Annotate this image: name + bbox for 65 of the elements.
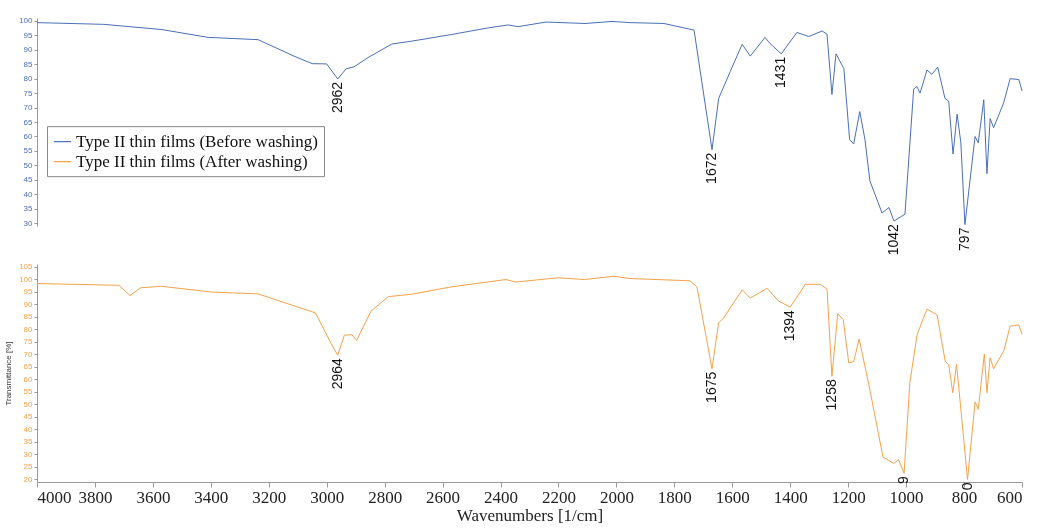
y-tick-label: 95 xyxy=(23,30,34,40)
y-tick-label: 35 xyxy=(23,437,34,447)
y-tick-label: 70 xyxy=(23,349,34,359)
y-tick-label: 80 xyxy=(23,74,34,84)
annotation: 2962 xyxy=(328,81,345,114)
x-tick-label: 4000 xyxy=(37,487,72,507)
x-tick-label: 1200 xyxy=(831,487,866,507)
legend-label: Type II thin films (Before washing) xyxy=(76,131,318,151)
y-tick-label: 70 xyxy=(23,103,34,113)
y-tick-label: 90 xyxy=(23,299,34,309)
y-axis-title: Transmittance [%] xyxy=(4,341,14,406)
y-tick-label: 90 xyxy=(23,45,34,55)
x-tick-label: 1800 xyxy=(657,487,692,507)
y-tick-label: 30 xyxy=(23,218,34,228)
annotation: 1258 xyxy=(822,379,839,411)
y-tick-label: 75 xyxy=(23,88,34,98)
y-tick-label: 65 xyxy=(23,362,34,372)
annotation: 1672 xyxy=(703,152,720,184)
y-tick-label: 60 xyxy=(23,131,34,141)
annotation: 9 xyxy=(895,476,912,485)
annotation: 1675 xyxy=(703,371,720,403)
x-tick-label: 3200 xyxy=(252,487,287,507)
annotation: 1431 xyxy=(772,56,789,88)
y-tick-label: 25 xyxy=(23,462,34,472)
x-tick-label: 600 xyxy=(997,487,1023,507)
x-tick-label: 1000 xyxy=(889,487,924,507)
x-tick-label: 3600 xyxy=(136,487,171,507)
y-tick-label: 100 xyxy=(19,16,34,26)
y-tick-label: 75 xyxy=(23,337,34,347)
annotation: 2964 xyxy=(328,358,345,390)
x-tick-label: 2600 xyxy=(426,487,461,507)
y-tick-label: 40 xyxy=(23,189,34,199)
y-tick-label: 60 xyxy=(23,374,34,384)
y-tick-label: 30 xyxy=(23,449,34,459)
y-tick-label: 45 xyxy=(23,175,34,185)
x-tick-label: 2800 xyxy=(368,487,403,507)
y-tick-label: 55 xyxy=(23,387,34,397)
x-tick-label: 1400 xyxy=(773,487,808,507)
x-tick-label: 2400 xyxy=(484,487,519,507)
legend-label: Type II thin films (After washing) xyxy=(76,151,308,171)
y-tick-label: 65 xyxy=(23,117,34,127)
annotation: 797 xyxy=(955,227,972,251)
x-tick-label: 3800 xyxy=(78,487,113,507)
x-tick-label: 1600 xyxy=(715,487,750,507)
y-tick-label: 40 xyxy=(23,424,34,434)
y-tick-label: 100 xyxy=(19,274,34,284)
y-tick-label: 85 xyxy=(23,312,34,322)
x-axis-title: Wavenumbers [1/cm] xyxy=(456,505,604,525)
y-tick-label: 85 xyxy=(23,59,34,69)
y-tick-label: 55 xyxy=(23,146,34,156)
annotation: 1394 xyxy=(781,309,798,342)
y-tick-label: 45 xyxy=(23,412,34,422)
x-tick-label: 2200 xyxy=(541,487,576,507)
annotation: 1042 xyxy=(884,223,901,256)
y-tick-label: 95 xyxy=(23,287,34,297)
x-tick-label: 3000 xyxy=(310,487,345,507)
y-tick-label: 105 xyxy=(19,262,34,272)
x-tick-label: 3400 xyxy=(194,487,229,507)
y-tick-label: 80 xyxy=(23,324,34,334)
line-series xyxy=(36,20,1023,226)
y-tick-label: 20 xyxy=(23,474,34,484)
y-tick-label: 50 xyxy=(23,399,34,409)
y-tick-label: 35 xyxy=(23,204,34,214)
y-tick-label: 50 xyxy=(23,160,34,170)
x-tick-label: 2000 xyxy=(599,487,634,507)
